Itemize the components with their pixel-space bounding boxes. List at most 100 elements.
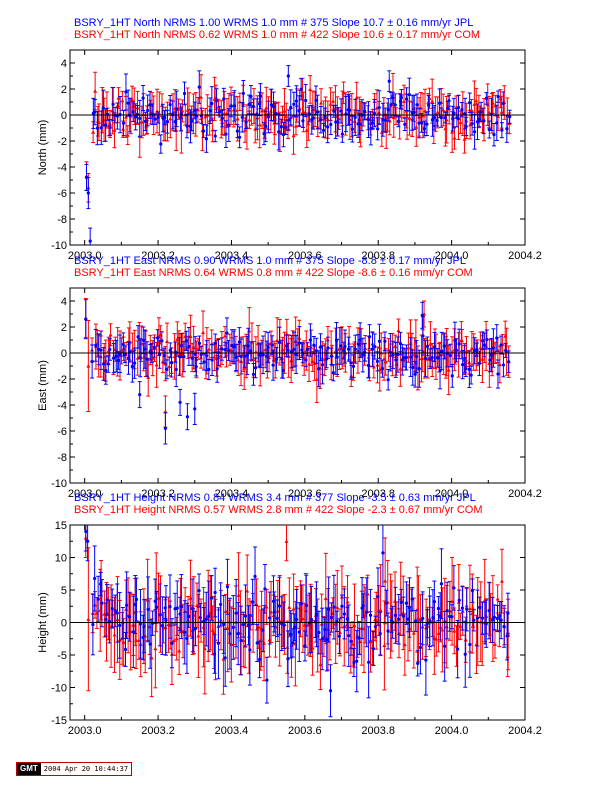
data-point bbox=[264, 86, 269, 129]
data-point bbox=[240, 102, 245, 133]
data-point bbox=[492, 604, 497, 631]
data-point bbox=[168, 574, 173, 639]
data-point bbox=[390, 91, 395, 104]
data-point bbox=[253, 357, 258, 379]
data-point bbox=[237, 92, 242, 111]
data-point bbox=[136, 325, 141, 349]
data-point bbox=[186, 605, 191, 628]
data-point bbox=[286, 65, 291, 87]
data-point bbox=[83, 525, 88, 552]
data-point bbox=[182, 81, 187, 106]
data-point bbox=[236, 602, 241, 666]
data-point bbox=[435, 348, 440, 368]
x-tick-label: 2004.0 bbox=[435, 250, 469, 262]
data-point bbox=[342, 329, 347, 364]
data-point bbox=[348, 346, 353, 380]
data-point bbox=[328, 664, 333, 718]
panel-height: -15 -10 -5 0 5 10 15 2003.0 2003.2 2003.4 2003.6 20… bbox=[37, 492, 542, 737]
data-point bbox=[288, 610, 293, 659]
data-point bbox=[412, 94, 417, 130]
x-tick-label: 2003.8 bbox=[361, 488, 395, 500]
data-point bbox=[407, 577, 412, 638]
data-point bbox=[192, 392, 197, 425]
y-tick-label: 4 bbox=[61, 296, 67, 308]
data-point bbox=[95, 111, 100, 146]
x-tick-label: 2003.4 bbox=[215, 250, 249, 262]
data-point bbox=[155, 329, 160, 347]
data-point bbox=[308, 323, 313, 357]
data-point bbox=[121, 110, 126, 137]
data-point bbox=[419, 113, 424, 133]
data-point bbox=[271, 575, 276, 628]
data-point bbox=[199, 345, 204, 365]
data-point bbox=[184, 330, 189, 352]
data-point bbox=[226, 108, 231, 142]
data-point bbox=[375, 117, 380, 141]
data-point bbox=[102, 590, 107, 638]
data-point bbox=[329, 602, 334, 633]
data-point bbox=[264, 589, 269, 625]
data-point bbox=[234, 578, 239, 648]
data-point bbox=[375, 567, 380, 626]
x-tick-label: 2003.4 bbox=[215, 488, 249, 500]
data-point bbox=[86, 547, 91, 692]
data-point bbox=[489, 97, 494, 131]
data-point bbox=[229, 94, 234, 118]
data-point bbox=[491, 328, 496, 368]
data-point bbox=[103, 356, 108, 385]
series-com bbox=[83, 525, 511, 698]
data-point bbox=[393, 341, 398, 378]
data-point bbox=[212, 634, 217, 674]
data-point bbox=[459, 328, 464, 353]
data-point bbox=[414, 107, 419, 147]
data-point bbox=[404, 581, 409, 625]
data-point bbox=[159, 93, 164, 118]
data-point bbox=[196, 593, 201, 678]
data-point bbox=[386, 368, 391, 391]
data-point bbox=[158, 134, 163, 154]
data-point bbox=[479, 101, 484, 123]
data-point bbox=[340, 125, 345, 143]
data-point bbox=[456, 94, 461, 121]
data-point bbox=[507, 109, 512, 124]
y-tick-label: -5 bbox=[57, 650, 67, 662]
data-point bbox=[432, 331, 437, 363]
data-point bbox=[489, 338, 494, 373]
data-point bbox=[277, 326, 282, 358]
data-point bbox=[291, 91, 296, 117]
panel-north: -10 -8 -6 -4 -2 0 2 4 2003.0 2003.2 2003.4 2003.6 20… bbox=[37, 17, 542, 262]
data-point bbox=[320, 345, 325, 385]
data-point bbox=[239, 338, 244, 375]
y-tick-label: 15 bbox=[55, 520, 67, 532]
data-point bbox=[413, 609, 418, 632]
y-tick-label: -6 bbox=[57, 188, 67, 200]
data-point bbox=[338, 327, 343, 365]
data-point bbox=[342, 588, 347, 640]
data-point bbox=[132, 347, 137, 379]
data-point bbox=[329, 347, 334, 365]
data-point bbox=[353, 334, 358, 364]
data-point bbox=[243, 584, 248, 648]
data-point bbox=[214, 88, 219, 114]
data-point bbox=[475, 103, 480, 141]
data-point bbox=[424, 112, 429, 137]
data-point bbox=[471, 609, 476, 632]
panel-east: -10 -8 -6 -4 -2 0 2 4 2003.0 2003.2 2003.4 2003.6 20… bbox=[37, 255, 542, 500]
x-tick-label: 2003.2 bbox=[141, 250, 175, 262]
data-point bbox=[154, 341, 159, 388]
data-point bbox=[159, 331, 164, 351]
data-point bbox=[149, 618, 154, 698]
data-point bbox=[246, 605, 251, 646]
data-point bbox=[286, 630, 291, 688]
data-point bbox=[111, 342, 116, 374]
data-point bbox=[281, 362, 286, 379]
data-point bbox=[408, 337, 413, 377]
data-point bbox=[210, 344, 215, 377]
data-point bbox=[268, 88, 273, 134]
data-point bbox=[503, 343, 508, 358]
data-point bbox=[99, 330, 104, 370]
data-point bbox=[145, 94, 150, 127]
data-point bbox=[108, 119, 113, 136]
data-point bbox=[237, 126, 242, 149]
data-point bbox=[174, 351, 179, 388]
